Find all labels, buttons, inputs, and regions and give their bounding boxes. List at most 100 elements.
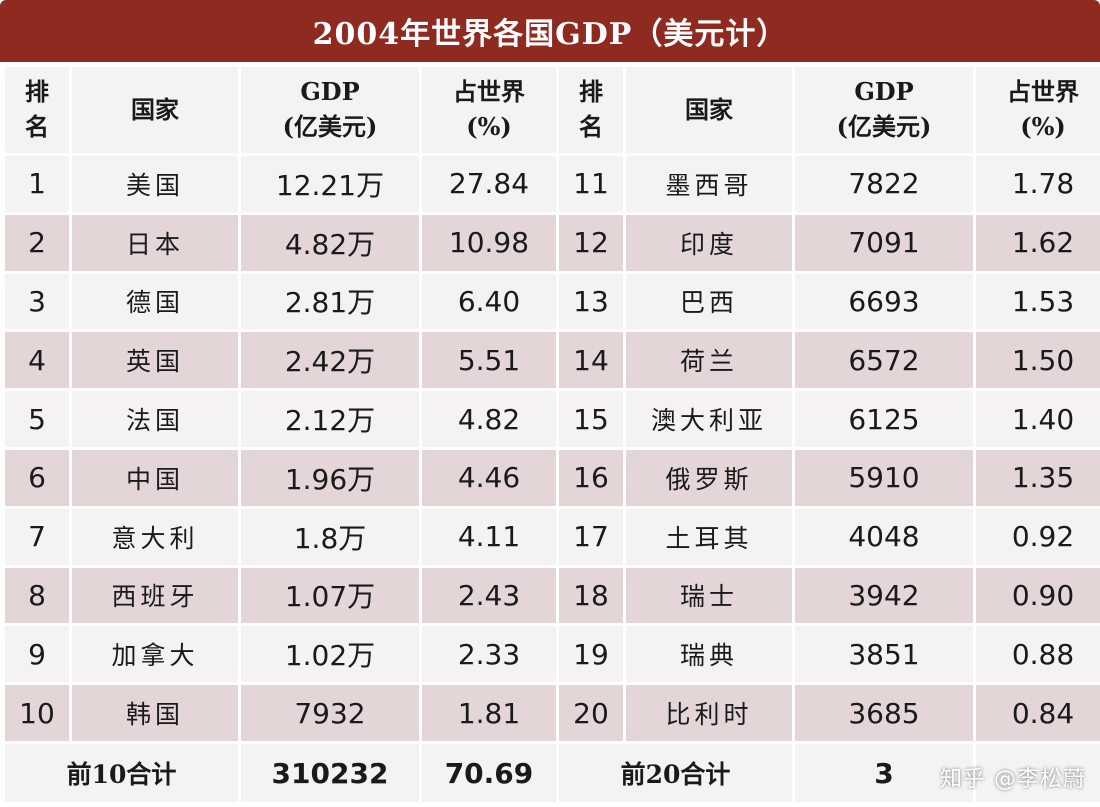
share-right-cell: 1.78 xyxy=(976,156,1100,212)
rank-left-cell: 8 xyxy=(5,567,69,624)
table-row: 2 日本 4.82万 10.98 12 印度 7091 1.62 xyxy=(5,214,1100,271)
rank-left-cell: 3 xyxy=(5,273,69,330)
gdp-left-cell: 12.21万 xyxy=(241,156,419,212)
rank-right-cell: 16 xyxy=(559,449,623,506)
gdp-left-cell: 7932 xyxy=(241,685,419,741)
gdp-left-cell: 1.07万 xyxy=(241,567,419,624)
total-top10-share: 70.69 xyxy=(422,744,556,802)
country-right-cell: 印度 xyxy=(626,214,792,271)
country-right-cell: 墨西哥 xyxy=(626,156,792,212)
share-right-cell: 1.50 xyxy=(976,332,1100,389)
gdp-right-cell: 7091 xyxy=(795,214,973,271)
share-left-cell: 2.33 xyxy=(422,626,556,683)
rank-left-cell: 5 xyxy=(5,391,69,447)
gdp-table: 排名 国家 GDP (亿美元) 占世界 (%) 排名 国家 GDP (亿美元) 占世界… xyxy=(2,64,1100,805)
country-left-cell: 加拿大 xyxy=(72,626,238,683)
total-top20-share xyxy=(976,744,1100,802)
country-left-cell: 英国 xyxy=(72,332,238,389)
total-top10-gdp: 310232 xyxy=(241,744,419,802)
share-right-cell: 0.92 xyxy=(976,508,1100,565)
table-row: 8 西班牙 1.07万 2.43 18 瑞士 3942 0.90 xyxy=(5,567,1100,624)
gdp-left-cell: 2.42万 xyxy=(241,332,419,389)
share-right-cell: 1.35 xyxy=(976,449,1100,506)
share-left-cell: 4.46 xyxy=(422,449,556,506)
share-left-cell: 4.82 xyxy=(422,391,556,447)
rank-left-cell: 6 xyxy=(5,449,69,506)
gdp-right-cell: 7822 xyxy=(795,156,973,212)
rank-right-cell: 13 xyxy=(559,273,623,330)
rank-right-cell: 12 xyxy=(559,214,623,271)
gdp-right-cell: 6572 xyxy=(795,332,973,389)
country-left-cell: 韩国 xyxy=(72,685,238,741)
share-left-cell: 1.81 xyxy=(422,685,556,741)
rank-right-cell: 11 xyxy=(559,156,623,212)
rank-left-cell: 2 xyxy=(5,214,69,271)
gdp-left-cell: 4.82万 xyxy=(241,214,419,271)
share-left-cell: 27.84 xyxy=(422,156,556,212)
header-share-left: 占世界 (%) xyxy=(422,67,556,153)
share-right-cell: 1.40 xyxy=(976,391,1100,447)
total-top20-label: 前20合计 xyxy=(559,744,792,802)
rank-right-cell: 14 xyxy=(559,332,623,389)
share-left-cell: 2.43 xyxy=(422,567,556,624)
header-rank-left: 排名 xyxy=(5,67,69,153)
gdp-right-cell: 3685 xyxy=(795,685,973,741)
table-row: 1 美国 12.21万 27.84 11 墨西哥 7822 1.78 xyxy=(5,156,1100,212)
table-row: 10 韩国 7932 1.81 20 比利时 3685 0.84 xyxy=(5,685,1100,741)
table-row: 6 中国 1.96万 4.46 16 俄罗斯 5910 1.35 xyxy=(5,449,1100,506)
country-left-cell: 中国 xyxy=(72,449,238,506)
rank-left-cell: 10 xyxy=(5,685,69,741)
gdp-left-cell: 1.96万 xyxy=(241,449,419,506)
country-left-cell: 日本 xyxy=(72,214,238,271)
table-row: 7 意大利 1.8万 4.11 17 土耳其 4048 0.92 xyxy=(5,508,1100,565)
gdp-right-cell: 6125 xyxy=(795,391,973,447)
header-gdp-right: GDP (亿美元) xyxy=(795,67,973,153)
rank-right-cell: 17 xyxy=(559,508,623,565)
share-left-cell: 6.40 xyxy=(422,273,556,330)
watermark: 知乎 @李松蔚 xyxy=(940,767,1086,792)
country-left-cell: 法国 xyxy=(72,391,238,447)
gdp-left-cell: 1.8万 xyxy=(241,508,419,565)
gdp-right-cell: 4048 xyxy=(795,508,973,565)
share-right-cell: 0.88 xyxy=(976,626,1100,683)
header-row: 排名 国家 GDP (亿美元) 占世界 (%) 排名 国家 GDP (亿美元) 占世界… xyxy=(5,67,1100,153)
total-top10-label: 前10合计 xyxy=(5,744,238,802)
rank-left-cell: 7 xyxy=(5,508,69,565)
country-right-cell: 荷兰 xyxy=(626,332,792,389)
gdp-left-cell: 1.02万 xyxy=(241,626,419,683)
gdp-right-cell: 3851 xyxy=(795,626,973,683)
country-left-cell: 美国 xyxy=(72,156,238,212)
country-left-cell: 西班牙 xyxy=(72,567,238,624)
header-country-right: 国家 xyxy=(626,67,792,153)
table-row: 3 德国 2.81万 6.40 13 巴西 6693 1.53 xyxy=(5,273,1100,330)
share-left-cell: 10.98 xyxy=(422,214,556,271)
share-left-cell: 5.51 xyxy=(422,332,556,389)
rank-left-cell: 1 xyxy=(5,156,69,212)
country-right-cell: 比利时 xyxy=(626,685,792,741)
rank-right-cell: 19 xyxy=(559,626,623,683)
table-row: 4 英国 2.42万 5.51 14 荷兰 6572 1.50 xyxy=(5,332,1100,389)
share-right-cell: 0.90 xyxy=(976,567,1100,624)
total-top20-gdp: 3 xyxy=(795,744,973,802)
header-rank-right: 排名 xyxy=(559,67,623,153)
gdp-right-cell: 6693 xyxy=(795,273,973,330)
rank-right-cell: 20 xyxy=(559,685,623,741)
country-right-cell: 土耳其 xyxy=(626,508,792,565)
share-left-cell: 4.11 xyxy=(422,508,556,565)
gdp-right-cell: 3942 xyxy=(795,567,973,624)
country-right-cell: 巴西 xyxy=(626,273,792,330)
share-right-cell: 1.62 xyxy=(976,214,1100,271)
rank-right-cell: 18 xyxy=(559,567,623,624)
share-right-cell: 1.53 xyxy=(976,273,1100,330)
header-country-left: 国家 xyxy=(72,67,238,153)
totals-row: 前10合计 310232 70.69 前20合计 3 xyxy=(5,744,1100,802)
rank-left-cell: 9 xyxy=(5,626,69,683)
gdp-left-cell: 2.12万 xyxy=(241,391,419,447)
country-right-cell: 俄罗斯 xyxy=(626,449,792,506)
header-share-right: 占世界 (%) xyxy=(976,67,1100,153)
share-right-cell: 0.84 xyxy=(976,685,1100,741)
header-gdp-left: GDP (亿美元) xyxy=(241,67,419,153)
table-row: 5 法国 2.12万 4.82 15 澳大利亚 6125 1.40 xyxy=(5,391,1100,447)
rank-right-cell: 15 xyxy=(559,391,623,447)
